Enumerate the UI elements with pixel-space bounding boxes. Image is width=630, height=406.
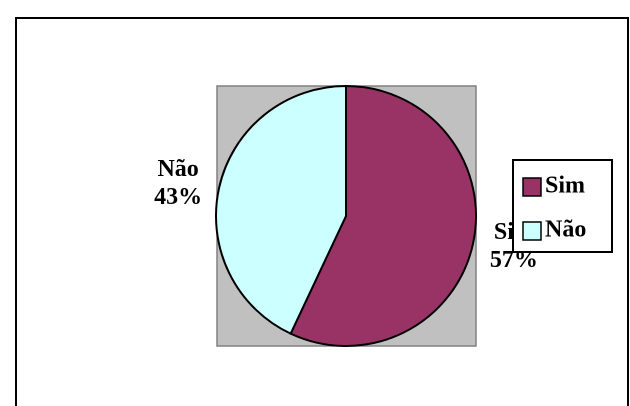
data-label-value: 43%	[154, 184, 202, 210]
pie-slice	[215, 84, 347, 335]
legend-label: Não	[545, 217, 586, 243]
legend-swatch	[522, 177, 542, 197]
legend-swatch	[522, 221, 542, 241]
data-label-category: Não	[157, 156, 198, 182]
pie-slice	[289, 84, 477, 347]
legend-label: Sim	[545, 173, 585, 199]
